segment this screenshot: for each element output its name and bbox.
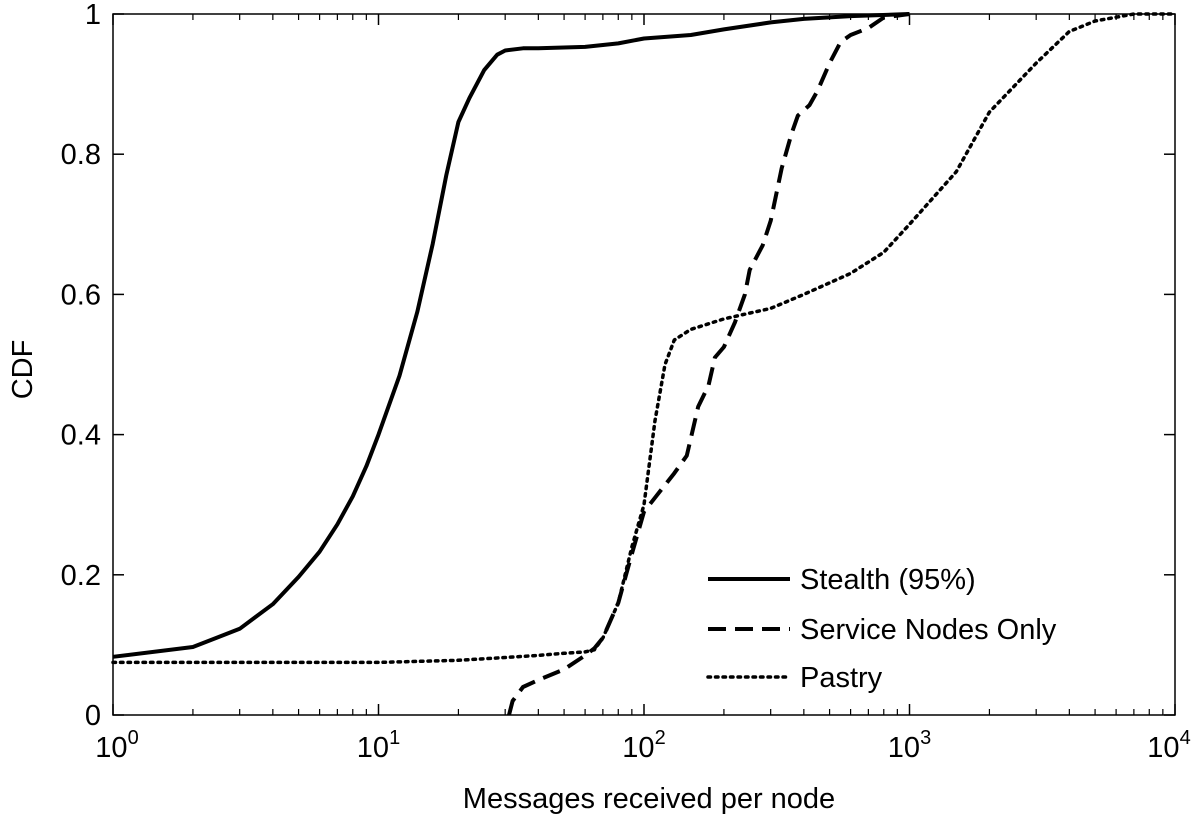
- x-axis-label: Messages received per node: [463, 783, 835, 815]
- tick-labels: 100 101 102 103 104 0 0.2 0.4 0.6 0.8 1: [61, 0, 1191, 764]
- tick-layer: [112, 13, 1176, 716]
- legend: Stealth (95%) Service Nodes Only Pastry: [706, 564, 1057, 694]
- x-tick-label-0: 100: [95, 727, 138, 764]
- x-tick-label-1: 101: [357, 727, 400, 764]
- y-tick-label-5: 1: [85, 0, 101, 31]
- legend-label-1: Service Nodes Only: [800, 614, 1057, 646]
- y-tick-label-4: 0.8: [61, 139, 101, 171]
- x-tick-label-2: 102: [622, 727, 665, 764]
- y-axis-label: CDF: [7, 340, 39, 400]
- series-line-0: [112, 12, 910, 659]
- y-tick-label-0: 0: [85, 700, 101, 732]
- series-line-1: [507, 12, 910, 716]
- x-tick-label-4: 104: [1147, 727, 1190, 764]
- y-tick-label-2: 0.4: [61, 420, 101, 452]
- legend-label-0: Stealth (95%): [800, 564, 976, 596]
- y-tick-label-1: 0.2: [61, 560, 101, 592]
- y-tick-label-3: 0.6: [61, 279, 101, 311]
- x-tick-label-3: 103: [888, 727, 931, 764]
- series-line-2: [111, 12, 1177, 665]
- legend-label-2: Pastry: [800, 662, 883, 694]
- series-layer: [111, 12, 1177, 716]
